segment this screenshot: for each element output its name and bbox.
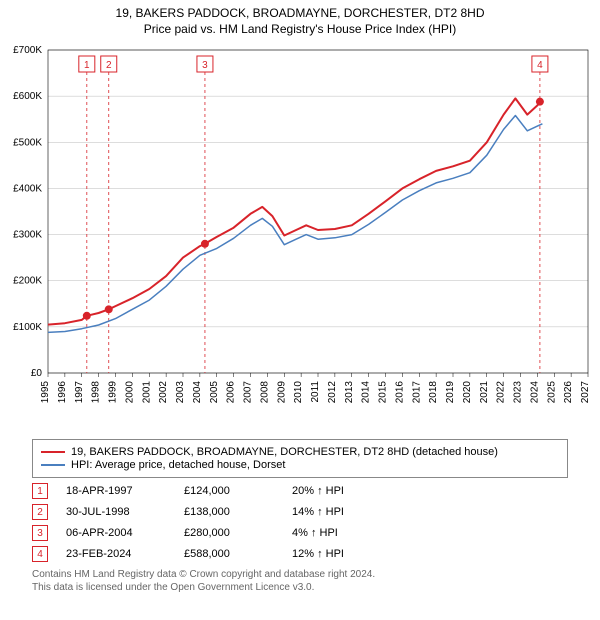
chart-title-block: 19, BAKERS PADDOCK, BROADMAYNE, DORCHEST… bbox=[0, 0, 600, 38]
svg-text:2003: 2003 bbox=[175, 381, 186, 404]
svg-text:£0: £0 bbox=[31, 368, 43, 379]
sale-date: 23-FEB-2024 bbox=[66, 548, 166, 560]
sales-row: 3 06-APR-2004 £280,000 4% ↑ HPI bbox=[32, 525, 568, 541]
sale-marker-icon: 1 bbox=[32, 483, 48, 499]
svg-text:4: 4 bbox=[537, 60, 543, 71]
legend-item-hpi: HPI: Average price, detached house, Dors… bbox=[41, 459, 559, 471]
svg-text:2023: 2023 bbox=[513, 381, 524, 404]
sale-pct-vs-hpi: 12% ↑ HPI bbox=[292, 548, 402, 560]
svg-text:2005: 2005 bbox=[209, 381, 220, 404]
svg-text:2001: 2001 bbox=[141, 381, 152, 404]
legend: 19, BAKERS PADDOCK, BROADMAYNE, DORCHEST… bbox=[32, 439, 568, 478]
footer-line-1: Contains HM Land Registry data © Crown c… bbox=[32, 568, 568, 581]
svg-text:2007: 2007 bbox=[243, 381, 254, 404]
svg-text:£700K: £700K bbox=[13, 45, 42, 56]
sale-pct-vs-hpi: 14% ↑ HPI bbox=[292, 506, 402, 518]
svg-text:1995: 1995 bbox=[40, 381, 51, 404]
svg-text:2025: 2025 bbox=[546, 381, 557, 404]
legend-item-property: 19, BAKERS PADDOCK, BROADMAYNE, DORCHEST… bbox=[41, 446, 559, 458]
svg-text:£500K: £500K bbox=[13, 137, 42, 148]
sale-date: 06-APR-2004 bbox=[66, 527, 166, 539]
sale-price: £588,000 bbox=[184, 548, 274, 560]
svg-text:2002: 2002 bbox=[158, 381, 169, 404]
svg-text:£400K: £400K bbox=[13, 183, 42, 194]
svg-text:2026: 2026 bbox=[563, 381, 574, 404]
footer-line-2: This data is licensed under the Open Gov… bbox=[32, 581, 568, 594]
svg-text:1997: 1997 bbox=[74, 381, 85, 404]
svg-text:£100K: £100K bbox=[13, 322, 42, 333]
sales-row: 4 23-FEB-2024 £588,000 12% ↑ HPI bbox=[32, 546, 568, 562]
svg-text:1996: 1996 bbox=[57, 381, 68, 404]
sale-date: 18-APR-1997 bbox=[66, 485, 166, 497]
svg-text:2027: 2027 bbox=[580, 381, 591, 404]
svg-text:2018: 2018 bbox=[428, 381, 439, 404]
svg-text:2006: 2006 bbox=[226, 381, 237, 404]
title-line-1: 19, BAKERS PADDOCK, BROADMAYNE, DORCHEST… bbox=[0, 6, 600, 20]
svg-text:2: 2 bbox=[106, 60, 112, 71]
svg-text:2000: 2000 bbox=[124, 381, 135, 404]
svg-text:2008: 2008 bbox=[259, 381, 270, 404]
legend-label-property: 19, BAKERS PADDOCK, BROADMAYNE, DORCHEST… bbox=[71, 446, 498, 458]
chart-container: £0 £100K £200K £300K £400K £500K £600K £700K 199… bbox=[0, 38, 600, 433]
svg-text:2013: 2013 bbox=[344, 381, 355, 404]
sale-marker-icon: 3 bbox=[32, 525, 48, 541]
svg-text:1: 1 bbox=[84, 60, 90, 71]
sale-pct-vs-hpi: 20% ↑ HPI bbox=[292, 485, 402, 497]
svg-text:2024: 2024 bbox=[529, 381, 540, 404]
sale-date: 30-JUL-1998 bbox=[66, 506, 166, 518]
svg-text:1999: 1999 bbox=[108, 381, 119, 404]
svg-text:2010: 2010 bbox=[293, 381, 304, 404]
svg-text:£200K: £200K bbox=[13, 276, 42, 287]
title-line-2: Price paid vs. HM Land Registry's House … bbox=[0, 22, 600, 36]
svg-text:1998: 1998 bbox=[91, 381, 102, 404]
sales-row: 1 18-APR-1997 £124,000 20% ↑ HPI bbox=[32, 483, 568, 499]
svg-text:2020: 2020 bbox=[462, 381, 473, 404]
svg-text:2004: 2004 bbox=[192, 381, 203, 404]
svg-text:2011: 2011 bbox=[310, 381, 321, 403]
legend-label-hpi: HPI: Average price, detached house, Dors… bbox=[71, 459, 285, 471]
svg-text:2021: 2021 bbox=[479, 381, 490, 404]
legend-swatch-property bbox=[41, 451, 65, 453]
svg-text:3: 3 bbox=[202, 60, 208, 71]
svg-text:2014: 2014 bbox=[361, 381, 372, 404]
svg-text:2012: 2012 bbox=[327, 381, 338, 404]
sale-pct-vs-hpi: 4% ↑ HPI bbox=[292, 527, 402, 539]
sale-price: £138,000 bbox=[184, 506, 274, 518]
svg-text:£300K: £300K bbox=[13, 230, 42, 241]
svg-text:2017: 2017 bbox=[411, 381, 422, 404]
footer-attribution: Contains HM Land Registry data © Crown c… bbox=[32, 568, 568, 594]
svg-text:£600K: £600K bbox=[13, 91, 42, 102]
svg-text:2016: 2016 bbox=[394, 381, 405, 404]
price-chart: £0 £100K £200K £300K £400K £500K £600K £700K 199… bbox=[0, 38, 600, 433]
svg-text:2009: 2009 bbox=[276, 381, 287, 404]
sale-price: £124,000 bbox=[184, 485, 274, 497]
legend-swatch-hpi bbox=[41, 464, 65, 466]
svg-text:2019: 2019 bbox=[445, 381, 456, 404]
sale-price: £280,000 bbox=[184, 527, 274, 539]
svg-text:2015: 2015 bbox=[378, 381, 389, 404]
sales-row: 2 30-JUL-1998 £138,000 14% ↑ HPI bbox=[32, 504, 568, 520]
sales-table: 1 18-APR-1997 £124,000 20% ↑ HPI 2 30-JU… bbox=[32, 483, 568, 562]
sale-marker-icon: 2 bbox=[32, 504, 48, 520]
sale-marker-icon: 4 bbox=[32, 546, 48, 562]
svg-text:2022: 2022 bbox=[496, 381, 507, 404]
